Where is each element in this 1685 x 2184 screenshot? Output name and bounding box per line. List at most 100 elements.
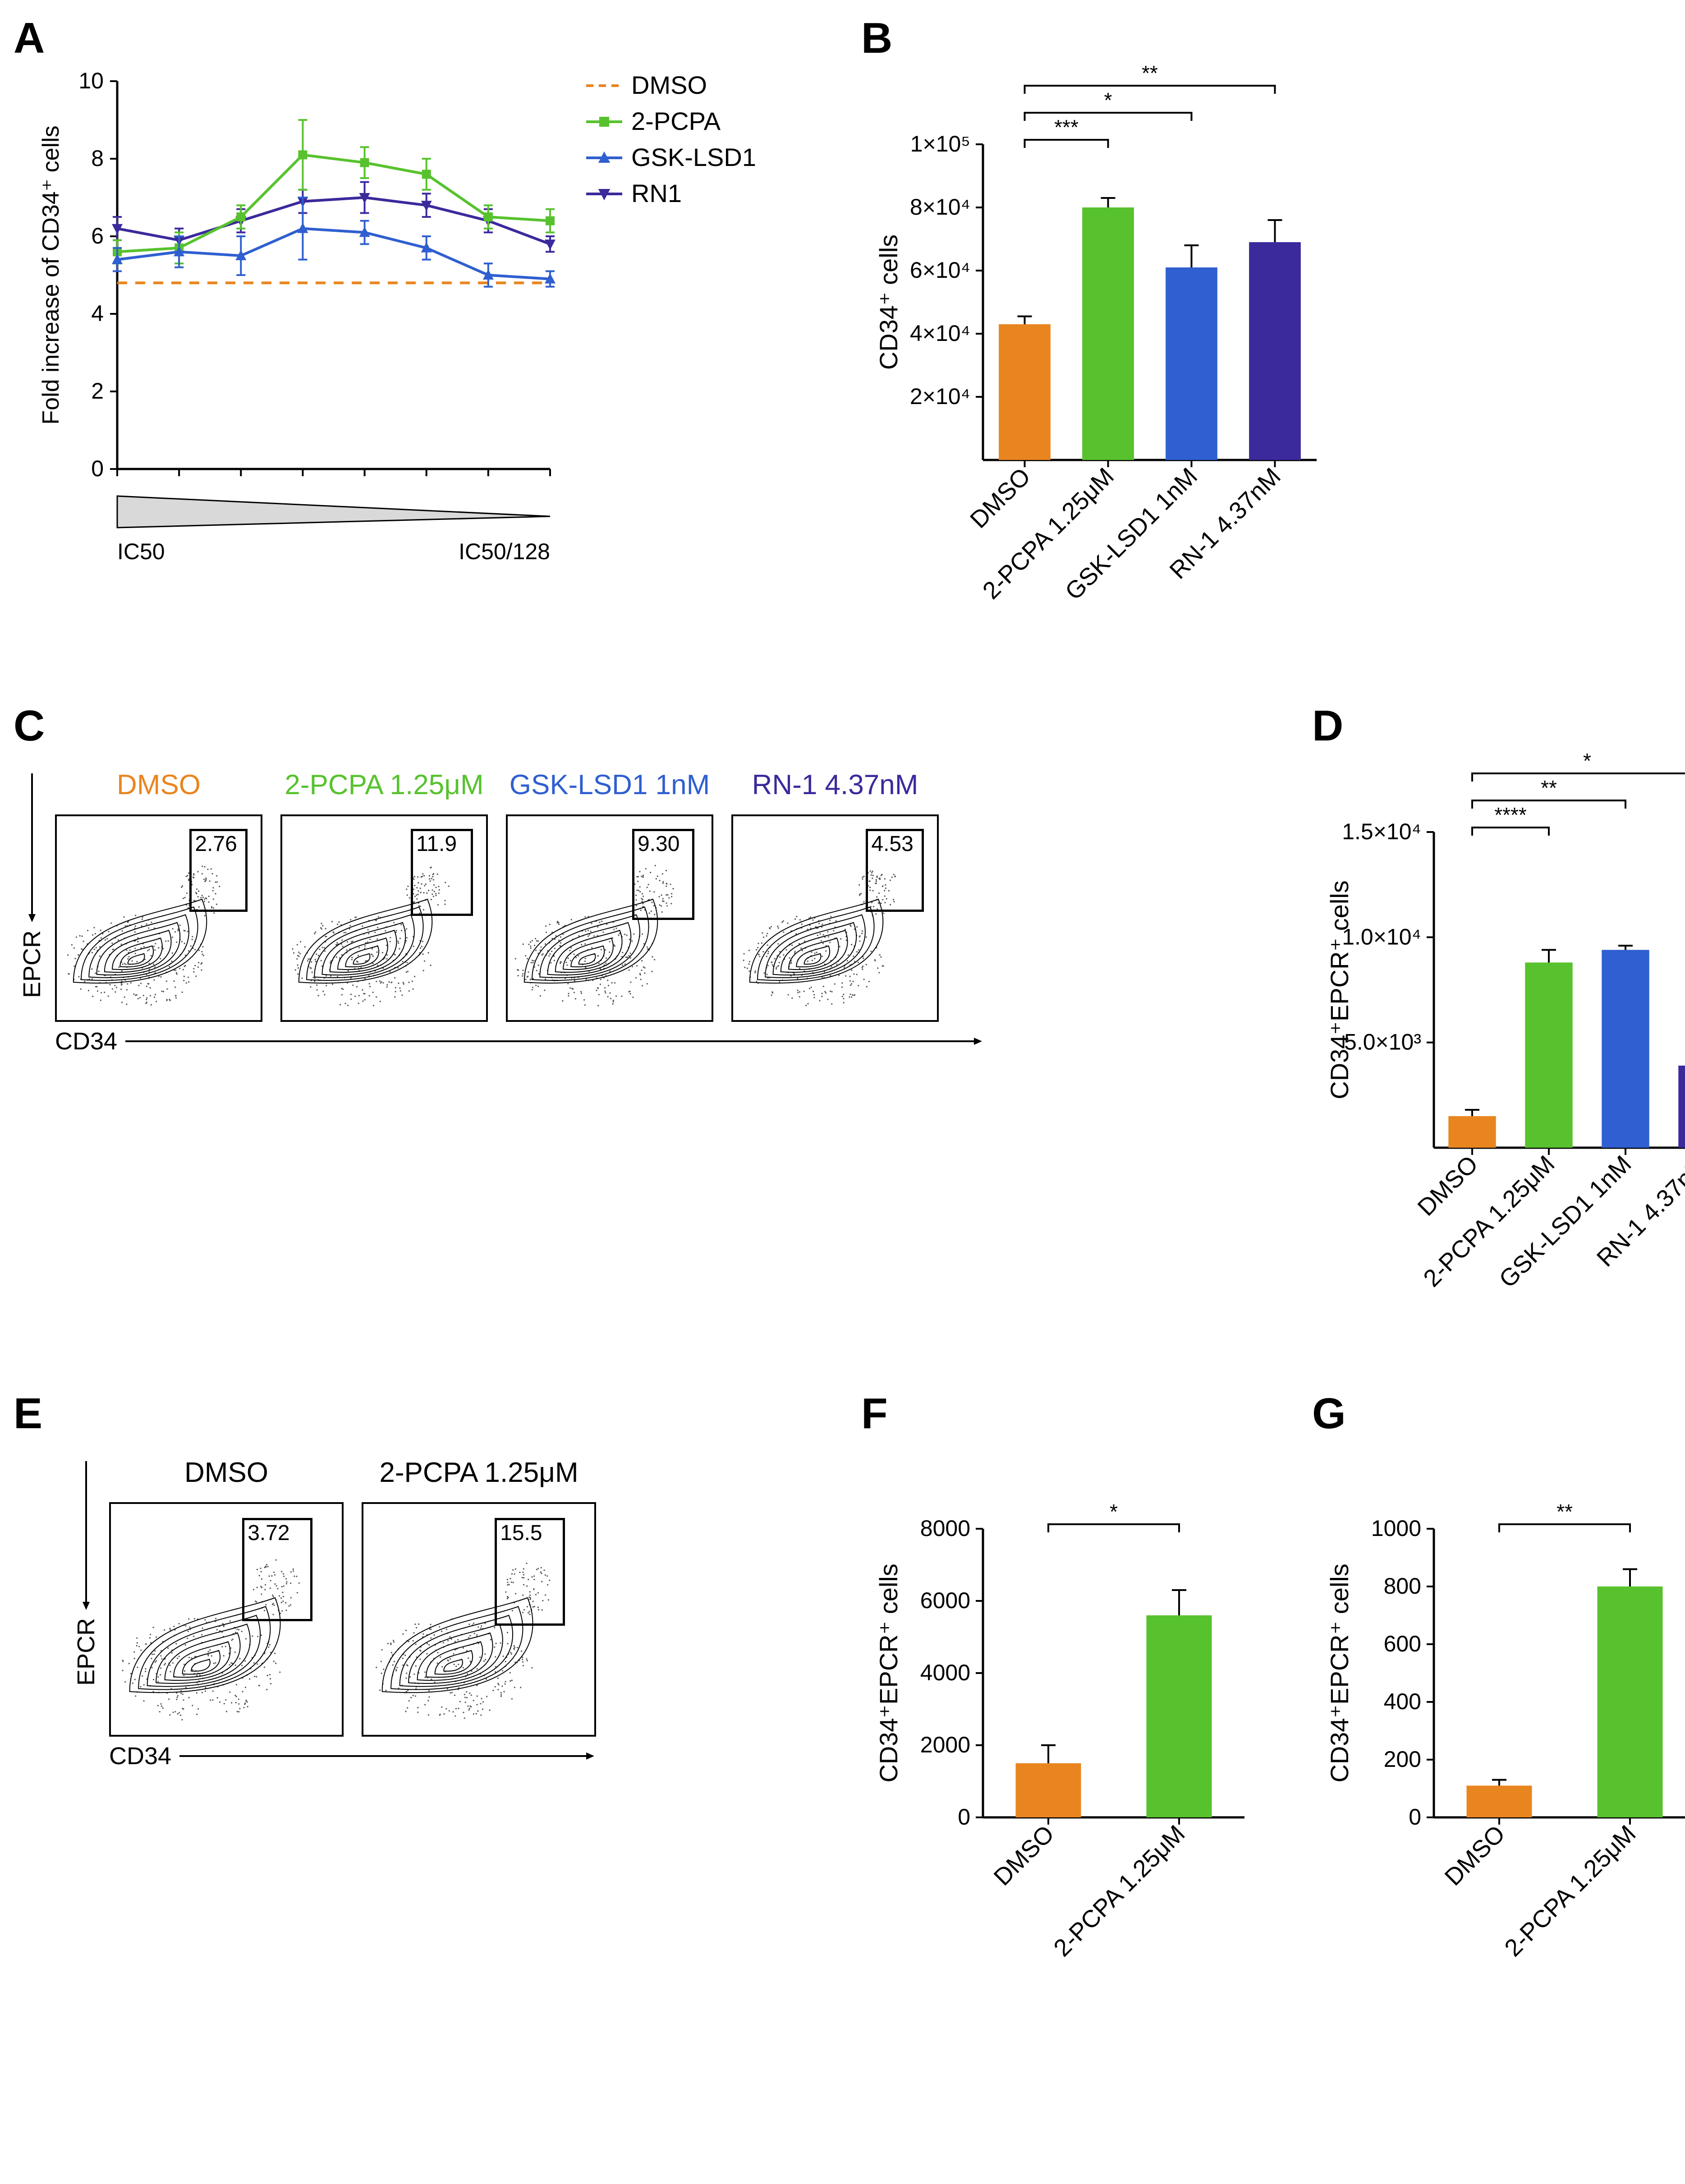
svg-text:GSK-LSD1: GSK-LSD1 bbox=[631, 143, 756, 171]
svg-text:**: ** bbox=[1541, 776, 1557, 800]
svg-text:****: **** bbox=[1494, 803, 1527, 827]
flow-gate-value: 9.30 bbox=[638, 832, 680, 856]
flow-title: GSK-LSD1 1nM bbox=[506, 769, 713, 801]
svg-text:4000: 4000 bbox=[920, 1660, 970, 1685]
svg-text:2-PCPA 1.25μM: 2-PCPA 1.25μM bbox=[1048, 1820, 1190, 1962]
flow-gate-value: 3.72 bbox=[248, 1521, 289, 1545]
svg-text:2: 2 bbox=[91, 378, 104, 404]
svg-text:IC50: IC50 bbox=[117, 539, 165, 564]
svg-text:CD34⁺EPCR⁺ cells: CD34⁺EPCR⁺ cells bbox=[1325, 880, 1354, 1099]
xaxis-label: CD34 bbox=[109, 1742, 171, 1770]
panel-d-label: D bbox=[1312, 701, 1343, 751]
xaxis-label: CD34 bbox=[55, 1027, 117, 1055]
svg-text:2-PCPA 1.25μM: 2-PCPA 1.25μM bbox=[1499, 1820, 1641, 1962]
svg-text:0: 0 bbox=[1409, 1804, 1421, 1830]
arrow-icon bbox=[179, 1751, 594, 1761]
flow-plot: DMSO 2.76 bbox=[55, 769, 262, 1022]
svg-text:*: * bbox=[1583, 749, 1591, 772]
svg-text:6×10⁴: 6×10⁴ bbox=[910, 257, 970, 283]
panel-c-label: C bbox=[14, 701, 45, 751]
svg-text:DMSO: DMSO bbox=[631, 71, 707, 99]
flow-gate-value: 2.76 bbox=[195, 832, 237, 856]
panel-f-label: F bbox=[861, 1389, 888, 1439]
arrow-icon bbox=[81, 1457, 92, 1610]
flow-plot: 2-PCPA 1.25μM 15.5 bbox=[362, 1457, 596, 1737]
svg-text:2×10⁴: 2×10⁴ bbox=[910, 384, 970, 409]
flow-plot: GSK-LSD1 1nM 9.30 bbox=[506, 769, 713, 1022]
svg-text:0: 0 bbox=[91, 456, 104, 481]
svg-text:DMSO: DMSO bbox=[965, 463, 1036, 533]
flow-title: RN-1 4.37nM bbox=[731, 769, 939, 801]
svg-text:DMSO: DMSO bbox=[1440, 1820, 1511, 1891]
svg-text:8000: 8000 bbox=[920, 1516, 970, 1541]
svg-text:10: 10 bbox=[78, 68, 104, 93]
svg-text:1.0×10⁴: 1.0×10⁴ bbox=[1342, 924, 1421, 949]
panel-b: B 2×10⁴4×10⁴6×10⁴8×10⁴1×10⁵CD34⁺ cellsDM… bbox=[866, 18, 1685, 625]
svg-text:4×10⁴: 4×10⁴ bbox=[910, 321, 970, 346]
arrow-icon bbox=[125, 1036, 982, 1047]
svg-text:0: 0 bbox=[958, 1804, 970, 1830]
svg-text:1.5×10⁴: 1.5×10⁴ bbox=[1342, 819, 1421, 844]
svg-text:600: 600 bbox=[1384, 1631, 1421, 1656]
panel-e-yaxis: EPCR bbox=[72, 1457, 100, 1686]
panel-c-yaxis: EPCR bbox=[18, 769, 46, 998]
panel-a-chart: 0 2 4 6 8 10 Fold increase of CD34⁺ cells IC50 I… bbox=[18, 54, 821, 622]
panel-b-label: B bbox=[861, 14, 892, 63]
svg-text:2000: 2000 bbox=[920, 1732, 970, 1757]
panel-c: C EPCR DMSO2.762-PCPA 1.25μM11.9GSK-LSD1… bbox=[18, 706, 1272, 1312]
svg-text:CD34⁺EPCR⁺ cells: CD34⁺EPCR⁺ cells bbox=[874, 1563, 903, 1782]
svg-text:CD34⁺EPCR⁺ cells: CD34⁺EPCR⁺ cells bbox=[1325, 1563, 1354, 1782]
flow-title: DMSO bbox=[55, 769, 262, 801]
panel-c-xaxis: CD34 bbox=[55, 1027, 982, 1055]
panel-f-chart: 0 2000 4000 6000 8000 CD34⁺EPCR⁺ cells DMSO2-P… bbox=[866, 1439, 1272, 1980]
panel-e: E EPCR DMSO3.722-PCPA 1.25μM15.5 CD34 bbox=[18, 1393, 821, 1982]
svg-text:**: ** bbox=[1142, 61, 1158, 85]
arrow-icon bbox=[27, 769, 37, 922]
flow-title: 2-PCPA 1.25μM bbox=[280, 769, 488, 801]
svg-text:***: *** bbox=[1054, 115, 1079, 139]
svg-text:DMSO: DMSO bbox=[989, 1820, 1060, 1891]
svg-text:6000: 6000 bbox=[920, 1588, 970, 1613]
flow-title: DMSO bbox=[109, 1457, 344, 1489]
svg-text:4: 4 bbox=[91, 301, 104, 326]
panel-c-plots: DMSO 2.76 2-PCPA 1.25μM 11.9 GSK-LSD1 1nM 9.3… bbox=[55, 769, 982, 1022]
panel-e-plots: DMSO 3.72 2-PCPA 1.25μM 15.5 bbox=[109, 1457, 596, 1737]
panel-f: F 02000400060008000CD34⁺EPCR⁺ cellsDMSO2… bbox=[866, 1393, 1272, 1982]
svg-text:IC50/128: IC50/128 bbox=[459, 539, 550, 564]
svg-text:1×10⁵: 1×10⁵ bbox=[910, 131, 970, 156]
flow-gate-value: 4.53 bbox=[871, 832, 913, 856]
panel-g: G 02004006008001000CD34⁺EPCR⁺ cellsDMSO2… bbox=[1317, 1393, 1685, 1982]
svg-text:6: 6 bbox=[91, 223, 104, 248]
svg-text:2-PCPA 1.25μM: 2-PCPA 1.25μM bbox=[1418, 1150, 1560, 1292]
yaxis-label: EPCR bbox=[72, 1618, 100, 1686]
flow-gate-value: 11.9 bbox=[416, 832, 457, 856]
figure: A 0246810Fold increase of CD34⁺ cellsIC5… bbox=[18, 18, 1667, 1982]
svg-text:Fold increase of CD34⁺ cells: Fold increase of CD34⁺ cells bbox=[38, 125, 64, 424]
svg-text:2-PCPA: 2-PCPA bbox=[631, 107, 721, 135]
panel-a: A 0246810Fold increase of CD34⁺ cellsIC5… bbox=[18, 18, 821, 625]
flow-plot: 2-PCPA 1.25μM 11.9 bbox=[280, 769, 488, 1022]
svg-text:DMSO: DMSO bbox=[1413, 1150, 1483, 1221]
panel-a-label: A bbox=[14, 14, 45, 63]
panel-e-xaxis: CD34 bbox=[109, 1742, 596, 1770]
svg-text:8: 8 bbox=[91, 146, 104, 171]
panel-g-label: G bbox=[1312, 1389, 1346, 1439]
panel-d-chart: 5.0×10³ 1.0×10⁴ 1.5×10⁴ CD34⁺EPCR⁺ cells DMS… bbox=[1317, 742, 1685, 1310]
svg-text:CD34⁺ cells: CD34⁺ cells bbox=[874, 234, 903, 370]
panel-e-label: E bbox=[14, 1389, 42, 1439]
panel-d: D 5.0×10³1.0×10⁴1.5×10⁴CD34⁺EPCR⁺ cellsD… bbox=[1317, 706, 1685, 1312]
flow-title: 2-PCPA 1.25μM bbox=[362, 1457, 596, 1489]
svg-text:**: ** bbox=[1556, 1500, 1573, 1523]
svg-text:1000: 1000 bbox=[1371, 1516, 1421, 1541]
svg-text:800: 800 bbox=[1384, 1573, 1421, 1599]
flow-gate-value: 15.5 bbox=[500, 1521, 542, 1545]
yaxis-label: EPCR bbox=[18, 930, 46, 998]
svg-text:5.0×10³: 5.0×10³ bbox=[1344, 1030, 1421, 1055]
svg-text:*: * bbox=[1110, 1500, 1118, 1523]
svg-text:RN1: RN1 bbox=[631, 179, 682, 207]
panel-b-chart: 2×10⁴ 4×10⁴ 6×10⁴ 8×10⁴ 1×10⁵ CD34⁺ cells DMSO… bbox=[866, 54, 1344, 622]
panel-g-chart: 02004006008001000CD34⁺EPCR⁺ cellsDMSO2-P… bbox=[1317, 1439, 1685, 1980]
svg-text:200: 200 bbox=[1384, 1747, 1421, 1772]
flow-plot: DMSO 3.72 bbox=[109, 1457, 344, 1737]
svg-text:8×10⁴: 8×10⁴ bbox=[910, 194, 970, 220]
